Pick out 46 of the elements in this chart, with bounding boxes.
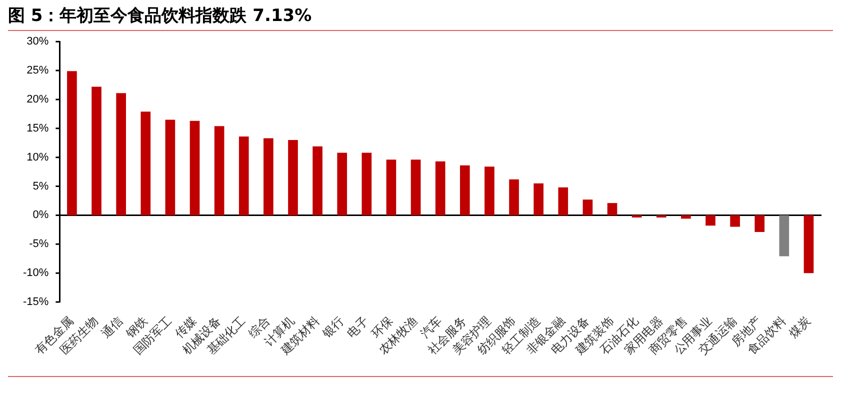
bar: [804, 215, 814, 274]
bar: [92, 86, 102, 216]
y-tick-label: -10%: [22, 267, 49, 280]
bar: [534, 183, 544, 216]
bar: [509, 179, 519, 216]
bar: [140, 112, 151, 216]
bar: [484, 166, 494, 216]
y-tick-label: 5%: [32, 180, 49, 192]
x-tick-label: 通信: [98, 314, 126, 340]
bar: [238, 136, 249, 216]
bar: [337, 152, 348, 216]
bar: [288, 140, 298, 216]
bar: [410, 160, 421, 216]
x-tick-label: 电子: [344, 314, 371, 340]
bar: [706, 215, 716, 226]
y-tick-label: 15%: [26, 122, 49, 134]
bar: [632, 215, 642, 218]
y-tick-label: 0%: [32, 209, 49, 222]
bar: [116, 93, 126, 216]
y-tick-label: 25%: [26, 64, 49, 77]
bar: [214, 126, 224, 216]
y-tick-label: 10%: [26, 151, 49, 164]
chart-title: 图 5：年初至今食品饮料指数跌 7.13%: [8, 4, 833, 31]
bar: [67, 71, 77, 216]
bar: [681, 215, 691, 219]
bar: [607, 203, 618, 216]
bar: [386, 160, 396, 216]
bar: [754, 215, 765, 232]
y-tick-label: 30%: [26, 36, 49, 48]
bar: [656, 215, 666, 218]
y-tick-label: -5%: [29, 238, 49, 250]
bar: [264, 138, 274, 216]
bar: [779, 215, 790, 256]
bar: [460, 165, 470, 216]
bar: [190, 120, 200, 216]
x-tick-label: 煤炭: [786, 314, 814, 340]
bar: [730, 215, 740, 227]
bar: [435, 161, 446, 216]
bar: [558, 187, 568, 216]
bar: [165, 120, 176, 216]
x-tick-label: 银行: [318, 314, 346, 342]
bar: [582, 200, 593, 216]
bar: [362, 152, 372, 216]
y-tick-label: -15%: [22, 296, 49, 308]
y-tick-label: 20%: [26, 94, 49, 106]
bar: [312, 146, 322, 216]
